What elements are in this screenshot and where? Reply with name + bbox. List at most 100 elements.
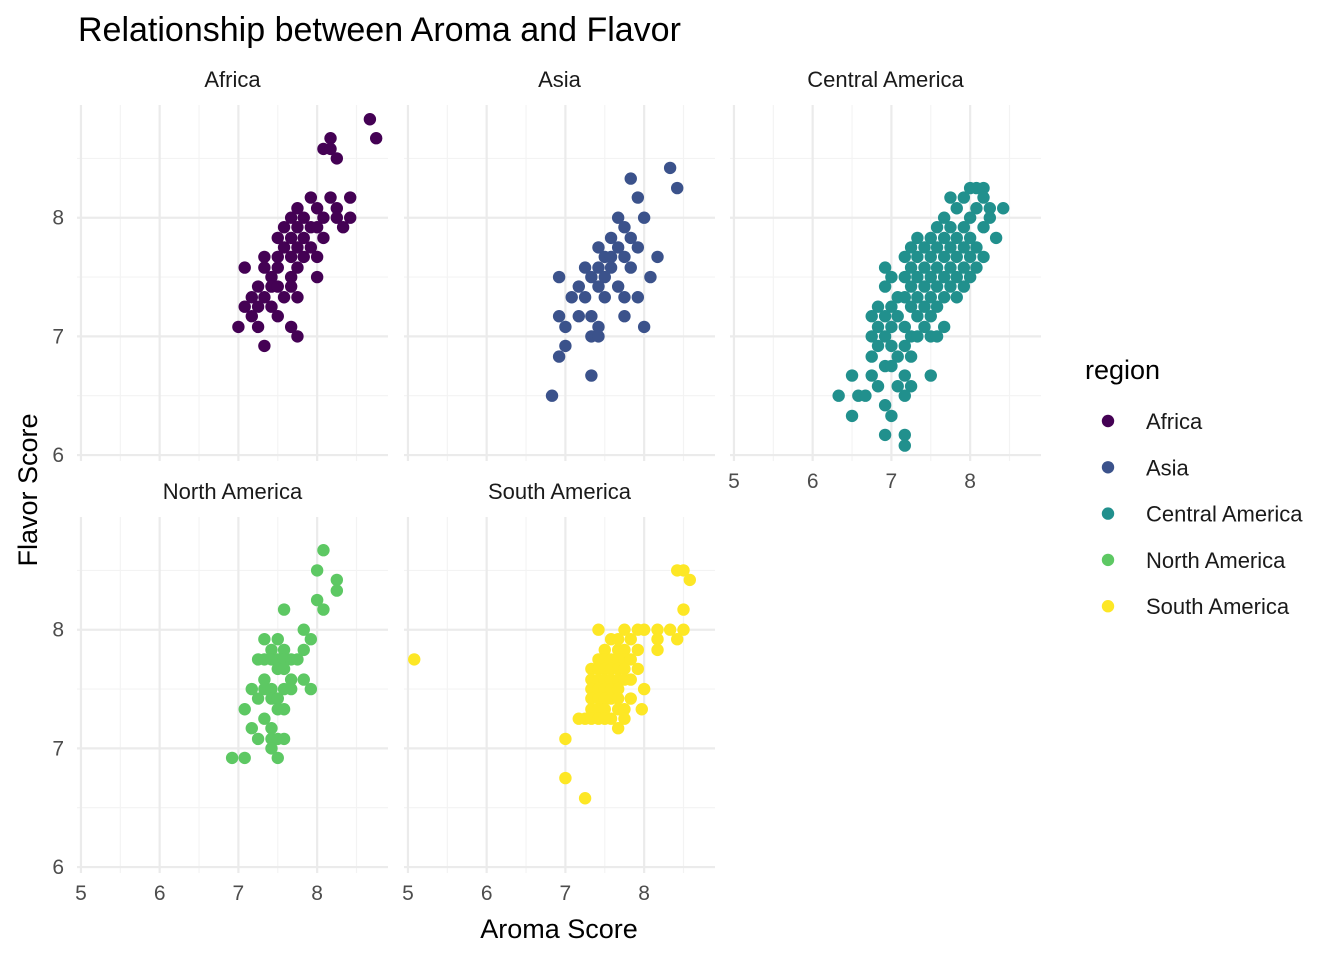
- data-point: [989, 231, 1003, 245]
- data-point: [944, 191, 957, 204]
- x-tick-label: 5: [75, 882, 87, 905]
- panel-asia: Asia: [404, 67, 715, 461]
- data-point: [671, 181, 684, 195]
- x-tick-label: 7: [886, 470, 898, 493]
- data-point: [611, 633, 625, 646]
- data-point: [845, 369, 859, 382]
- data-point: [924, 310, 937, 323]
- data-point: [618, 310, 631, 323]
- data-point: [930, 221, 944, 234]
- data-point: [957, 241, 971, 254]
- data-point: [944, 241, 957, 254]
- data-point: [898, 250, 911, 264]
- data-point: [937, 270, 951, 284]
- x-tick-label: 6: [154, 882, 166, 905]
- data-point: [944, 261, 957, 274]
- data-point: [635, 703, 648, 716]
- data-point: [950, 270, 963, 284]
- data-point: [930, 241, 944, 254]
- facet-label: Central America: [807, 67, 964, 92]
- data-point: [904, 380, 918, 393]
- data-point: [871, 339, 885, 353]
- x-tick-label: 6: [481, 882, 493, 905]
- x-tick-label: 5: [728, 470, 740, 493]
- data-point: [963, 211, 977, 224]
- data-point: [271, 692, 284, 705]
- data-point: [604, 261, 618, 274]
- data-point: [885, 320, 898, 334]
- data-point: [885, 339, 898, 353]
- legend: region Africa Asia Central America North Am…: [1085, 355, 1303, 619]
- data-point: [291, 291, 304, 304]
- data-point: [963, 250, 977, 264]
- data-point: [304, 682, 318, 696]
- data-point: [284, 211, 298, 224]
- data-point: [911, 291, 924, 304]
- legend-key: [1101, 600, 1115, 613]
- data-point: [937, 320, 951, 334]
- data-point: [344, 191, 357, 204]
- data-point: [284, 250, 298, 264]
- x-tick-label: 8: [638, 882, 650, 905]
- data-point: [369, 132, 383, 145]
- data-point: [592, 330, 605, 343]
- data-point: [977, 181, 990, 195]
- data-point: [592, 241, 605, 254]
- data-point: [277, 703, 291, 716]
- data-point: [297, 250, 310, 264]
- x-tick-label: 7: [233, 882, 245, 905]
- data-point: [245, 291, 258, 304]
- data-point: [911, 330, 924, 343]
- data-point: [957, 280, 971, 293]
- data-point: [317, 603, 330, 616]
- data-point: [618, 623, 631, 636]
- data-point: [592, 320, 605, 334]
- data-point: [271, 250, 284, 264]
- data-point: [924, 291, 937, 304]
- legend-item-south-america: South America: [1101, 594, 1290, 619]
- data-point: [297, 673, 310, 686]
- data-point: [885, 409, 898, 423]
- data-point: [898, 439, 911, 452]
- data-point: [957, 261, 971, 274]
- data-point: [950, 250, 963, 264]
- data-point: [585, 270, 598, 284]
- x-axis-title: Aroma Score: [480, 914, 638, 944]
- data-point: [637, 682, 651, 696]
- data-point: [310, 202, 324, 215]
- data-point: [251, 320, 265, 334]
- facet-label: North America: [163, 479, 303, 504]
- data-point: [611, 682, 625, 696]
- data-point: [277, 291, 291, 304]
- data-point: [284, 280, 298, 293]
- data-point: [277, 662, 291, 676]
- data-point: [552, 270, 566, 284]
- data-point: [950, 231, 963, 245]
- data-point: [324, 191, 337, 204]
- data-point: [592, 261, 605, 274]
- data-point: [624, 172, 637, 185]
- legend-title: region: [1085, 355, 1160, 385]
- legend-key: [1101, 461, 1115, 474]
- data-point: [598, 270, 611, 284]
- data-point: [631, 662, 645, 676]
- data-point: [924, 270, 937, 284]
- data-point: [865, 350, 878, 363]
- data-point: [845, 409, 859, 423]
- legend-item-asia: Asia: [1101, 455, 1190, 480]
- data-point: [878, 310, 892, 323]
- data-point: [977, 191, 990, 204]
- data-point: [624, 633, 637, 646]
- data-point: [911, 270, 924, 284]
- data-point: [258, 633, 271, 646]
- data-point: [651, 250, 664, 264]
- data-point: [891, 380, 904, 393]
- data-point: [604, 250, 618, 264]
- data-point: [977, 221, 990, 234]
- data-point: [651, 643, 664, 657]
- data-point: [310, 593, 324, 607]
- data-point: [408, 653, 421, 666]
- data-point: [317, 544, 330, 557]
- legend-label: Central America: [1146, 502, 1303, 527]
- legend-label: South America: [1146, 594, 1290, 619]
